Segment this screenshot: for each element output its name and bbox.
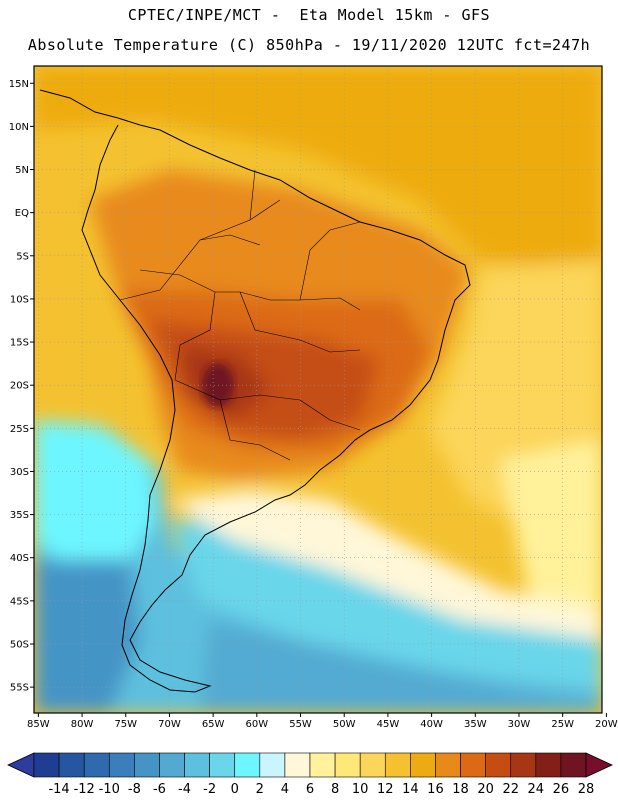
chart-title: CPTEC/INPE/MCT - Eta Model 15km - GFS [127,6,491,24]
lat-tick-label: 15S [10,338,29,349]
lat-tick-label: 35S [10,510,29,521]
colorbar-label: 20 [477,782,494,797]
colorbar-swatch [184,752,210,778]
colorbar-swatch [334,752,361,778]
colorbar-low-arrow [7,752,35,778]
colorbar-swatch [108,752,135,778]
colorbar-swatch [460,752,486,778]
colorbar-label: -8 [128,782,141,797]
map-frame [33,65,603,714]
lon-tick-label: 35W [464,719,487,730]
lon-tick-label: 70W [158,719,181,730]
lat-tick-label: 40S [10,553,29,564]
lon-tick-label: 30W [508,719,531,730]
colorbar-label: 12 [377,782,394,797]
colorbar-swatch [209,752,236,778]
colorbar-label: -14 [48,782,69,797]
lat-tick-label: 50S [10,639,29,650]
colorbar-swatch [384,752,411,778]
colorbar-label: -10 [99,782,120,797]
colorbar-label: 18 [452,782,469,797]
colorbar-swatch [234,752,261,778]
lon-tick-label: 75W [114,719,137,730]
colorbar-swatch [159,752,185,778]
colorbar-swatch [33,752,60,778]
colorbar-swatch [259,752,286,778]
colorbar-label: 2 [256,782,264,797]
colorbar-high-arrow [585,752,613,778]
lon-tick-label: 25W [551,719,574,730]
lon-tick-label: 80W [71,719,94,730]
lat-tick-label: 55S [10,683,29,694]
colorbar-swatch [284,752,311,778]
lon-tick-label: 65W [202,719,225,730]
colorbar-label: 14 [402,782,419,797]
colorbar-swatch [134,752,160,778]
lon-tick-label: 20W [595,719,618,730]
colorbar-label: -2 [203,782,216,797]
longitude-axis: 85W 80W 75W 70W 65W 60W 55W 50W 45W 40W 35W 30W 25W 2… [27,713,618,730]
lat-tick-label: 30S [10,467,29,478]
lon-tick-label: 40W [420,719,443,730]
lat-tick-label: 45S [10,596,29,607]
colorbar-label: -6 [153,782,166,797]
colorbar-swatch [410,752,436,778]
colorbar-label: 16 [427,782,444,797]
colorbar-label: 10 [352,782,369,797]
lat-tick-label: 20S [10,381,29,392]
colorbar-label: -12 [74,782,95,797]
chart-subtitle: Absolute Temperature (C) 850hPa - 19/11/… [27,36,591,54]
colorbar: -14 -12 -10 -8 -6 -4 -2 0 2 4 6 8 10 12 14 16 18 20 22 24 26… [7,752,613,797]
colorbar-swatch [485,752,512,778]
lat-tick-label: 10S [10,294,29,305]
colorbar-swatch [560,752,587,778]
colorbar-swatch [83,752,110,778]
lon-tick-label: 60W [246,719,269,730]
lat-tick-label: EQ [15,208,29,219]
colorbar-swatch [359,752,386,778]
temperature-field [34,66,602,713]
lat-tick-label: 5N [15,165,29,176]
colorbar-label: 0 [231,782,239,797]
colorbar-label: 28 [578,782,595,797]
colorbar-label: 6 [306,782,314,797]
lat-tick-label: 25S [10,424,29,435]
colorbar-label: 24 [528,782,545,797]
colorbar-label: -4 [178,782,191,797]
colorbar-label: 26 [553,782,570,797]
latitude-axis: 15N 10N 5N EQ 5S 10S 15S 20S 25S 30S 35S 40S 45S 50S 5… [9,79,34,694]
lon-tick-label: 50W [333,719,356,730]
colorbar-label: 8 [331,782,339,797]
coastline [39,89,471,693]
colorbar-swatch [309,752,336,778]
lat-tick-label: 15N [9,79,29,90]
lon-tick-label: 55W [289,719,312,730]
colorbar-label: 4 [281,782,289,797]
country-borders [119,169,361,461]
colorbar-swatch [435,752,461,778]
colorbar-swatch [58,752,85,778]
colorbar-swatch [535,752,562,778]
lat-tick-label: 10N [9,122,29,133]
lon-tick-label: 45W [377,719,400,730]
colorbar-label: 22 [502,782,519,797]
colorbar-swatch [510,752,537,778]
lat-tick-label: 5S [16,251,29,262]
lon-tick-label: 85W [27,719,50,730]
